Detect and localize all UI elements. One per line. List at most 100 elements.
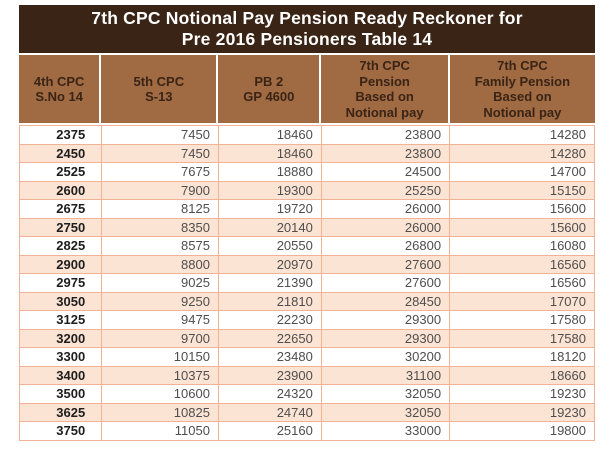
table-cell: 9025 [101, 273, 219, 293]
table-cell: 14280 [449, 125, 595, 145]
cell-4th-cpc-pay: 3500 [18, 384, 103, 404]
table-cell: 18120 [449, 347, 595, 367]
table-cell: 17070 [449, 291, 595, 311]
table-cell: 10600 [101, 384, 219, 404]
column-header-7th-cpc-family-pension: 7th CPC Family Pension Based on Notional pa… [449, 55, 595, 123]
table-cell: 23900 [217, 365, 322, 385]
table-cell: 18460 [217, 125, 322, 145]
pension-ready-reckoner-table: 7th CPC Notional Pay Pension Ready Recko… [18, 5, 595, 441]
table-cell: 15150 [449, 180, 595, 200]
table-cell: 29300 [320, 328, 451, 348]
title-line-1: 7th CPC Notional Pay Pension Ready Recko… [91, 8, 523, 28]
table-cell: 26800 [320, 236, 451, 256]
table-row: 2900 8800 20970 27600 16560 [18, 254, 595, 274]
table-cell: 32050 [320, 384, 451, 404]
table-cell: 23800 [320, 125, 451, 145]
cell-4th-cpc-pay: 3050 [18, 291, 103, 311]
table-row: 2525 7675 18880 24500 14700 [18, 162, 595, 182]
cell-4th-cpc-pay: 2450 [18, 143, 103, 163]
table-cell: 8350 [101, 217, 219, 237]
table-cell: 9700 [101, 328, 219, 348]
table-cell: 8575 [101, 236, 219, 256]
table-cell: 7450 [101, 125, 219, 145]
table-cell: 30200 [320, 347, 451, 367]
column-header-line: S-13 [145, 89, 173, 104]
table-row: 3625 10825 24740 32050 19230 [18, 402, 595, 422]
table-row: 2675 8125 19720 26000 15600 [18, 199, 595, 219]
table-body: 2375 7450 18460 23800 14280 2450 7450 18460 2380… [18, 125, 595, 441]
column-header-line: Based on [355, 89, 414, 104]
table-cell: 7450 [101, 143, 219, 163]
cell-4th-cpc-pay: 2600 [18, 180, 103, 200]
data-table: 2375 7450 18460 23800 14280 2450 7450 18460 2380… [18, 125, 595, 441]
table-cell: 19300 [217, 180, 322, 200]
table-cell: 10825 [101, 402, 219, 422]
table-cell: 23480 [217, 347, 322, 367]
column-header-line: Notional pay [345, 104, 424, 120]
table-row: 2750 8350 20140 26000 15600 [18, 217, 595, 237]
cell-4th-cpc-pay: 2900 [18, 254, 103, 274]
cell-4th-cpc-pay: 3400 [18, 365, 103, 385]
table-row: 3750 11050 25160 33000 19800 [18, 421, 595, 441]
table-cell: 23800 [320, 143, 451, 163]
table-cell: 24320 [217, 384, 322, 404]
column-header-line: 5th CPC [133, 73, 185, 89]
table-cell: 29300 [320, 310, 451, 330]
table-cell: 19720 [217, 199, 322, 219]
table-row: 2450 7450 18460 23800 14280 [18, 143, 595, 163]
table-cell: 7675 [101, 162, 219, 182]
table-cell: 14700 [449, 162, 595, 182]
table-cell: 25250 [320, 180, 451, 200]
table-cell: 20970 [217, 254, 322, 274]
column-header-line: Pension [359, 73, 410, 89]
table-row: 2600 7900 19300 25250 15150 [18, 180, 595, 200]
table-cell: 20140 [217, 217, 322, 237]
table-header-row: 4th CPC S.No 14 5th CPC S-13 PB 2 GP 4600 7th … [19, 55, 595, 123]
table-cell: 20550 [217, 236, 322, 256]
table-row: 3050 9250 21810 28450 17070 [18, 291, 595, 311]
table-cell: 8125 [101, 199, 219, 219]
table-cell: 28450 [320, 291, 451, 311]
table-cell: 22650 [217, 328, 322, 348]
table-cell: 10150 [101, 347, 219, 367]
table-cell: 10375 [101, 365, 219, 385]
table-cell: 27600 [320, 273, 451, 293]
table-cell: 9475 [101, 310, 219, 330]
table-cell: 26000 [320, 217, 451, 237]
cell-4th-cpc-pay: 2750 [18, 217, 103, 237]
table-cell: 22230 [217, 310, 322, 330]
table-cell: 19230 [449, 402, 595, 422]
table-cell: 24500 [320, 162, 451, 182]
table-cell: 18660 [449, 365, 595, 385]
table-cell: 15600 [449, 217, 595, 237]
table-cell: 27600 [320, 254, 451, 274]
cell-4th-cpc-pay: 3125 [18, 310, 103, 330]
cell-4th-cpc-pay: 2375 [18, 125, 103, 145]
column-header-line: Notional pay [483, 104, 562, 120]
column-header-line: GP 4600 [243, 89, 295, 104]
cell-4th-cpc-pay: 3300 [18, 347, 103, 367]
table-cell: 8800 [101, 254, 219, 274]
cell-4th-cpc-pay: 3625 [18, 402, 103, 422]
column-header-line: Family Pension [474, 73, 571, 89]
table-cell: 21390 [217, 273, 322, 293]
table-row: 2975 9025 21390 27600 16560 [18, 273, 595, 293]
table-row: 3500 10600 24320 32050 19230 [18, 384, 595, 404]
table-cell: 18880 [217, 162, 322, 182]
cell-4th-cpc-pay: 2975 [18, 273, 103, 293]
column-header-7th-cpc-pension: 7th CPC Pension Based on Notional pay [321, 55, 450, 123]
table-cell: 18460 [217, 143, 322, 163]
cell-4th-cpc-pay: 3200 [18, 328, 103, 348]
column-header-line: 7th CPC [359, 58, 410, 73]
table-row: 3200 9700 22650 29300 17580 [18, 328, 595, 348]
table-cell: 16080 [449, 236, 595, 256]
column-header-line: Based on [493, 89, 552, 104]
cell-4th-cpc-pay: 2675 [18, 199, 103, 219]
table-cell: 24740 [217, 402, 322, 422]
table-row: 3125 9475 22230 29300 17580 [18, 310, 595, 330]
column-header-line: 7th CPC [497, 58, 548, 73]
column-header-4th-cpc-sno-14: 4th CPC S.No 14 [19, 55, 102, 123]
table-row: 3400 10375 23900 31100 18660 [18, 365, 595, 385]
table-row: 3300 10150 23480 30200 18120 [18, 347, 595, 367]
